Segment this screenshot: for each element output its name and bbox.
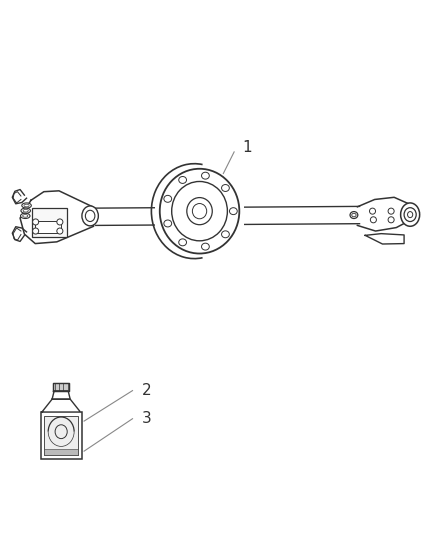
Ellipse shape [388, 217, 394, 223]
Polygon shape [20, 191, 94, 244]
Polygon shape [42, 399, 81, 412]
Ellipse shape [370, 208, 375, 214]
Ellipse shape [201, 243, 209, 250]
Bar [155, 204, 244, 228]
Ellipse shape [230, 208, 237, 215]
Ellipse shape [222, 231, 230, 238]
Bar [35, 221, 61, 233]
Ellipse shape [57, 228, 63, 234]
Ellipse shape [350, 212, 358, 219]
Ellipse shape [371, 217, 376, 223]
Ellipse shape [222, 184, 230, 191]
Bar [41, 412, 82, 459]
Polygon shape [357, 197, 413, 231]
Polygon shape [53, 383, 69, 391]
Ellipse shape [179, 239, 187, 246]
Text: 3: 3 [142, 411, 152, 426]
Ellipse shape [82, 206, 99, 226]
Text: 1: 1 [243, 140, 252, 155]
Bar [44, 449, 78, 456]
Ellipse shape [21, 208, 31, 213]
Ellipse shape [179, 176, 187, 183]
Ellipse shape [32, 228, 39, 234]
Polygon shape [52, 391, 70, 399]
Ellipse shape [57, 219, 63, 225]
Bar [32, 208, 67, 237]
Bar [44, 416, 78, 456]
Ellipse shape [201, 172, 209, 179]
Ellipse shape [164, 196, 172, 203]
Ellipse shape [164, 220, 172, 227]
Ellipse shape [160, 169, 239, 254]
Ellipse shape [32, 219, 39, 225]
Ellipse shape [388, 208, 394, 214]
Polygon shape [365, 233, 404, 244]
Ellipse shape [22, 203, 32, 208]
Ellipse shape [401, 203, 420, 227]
Text: 2: 2 [142, 383, 152, 398]
Ellipse shape [21, 213, 30, 219]
